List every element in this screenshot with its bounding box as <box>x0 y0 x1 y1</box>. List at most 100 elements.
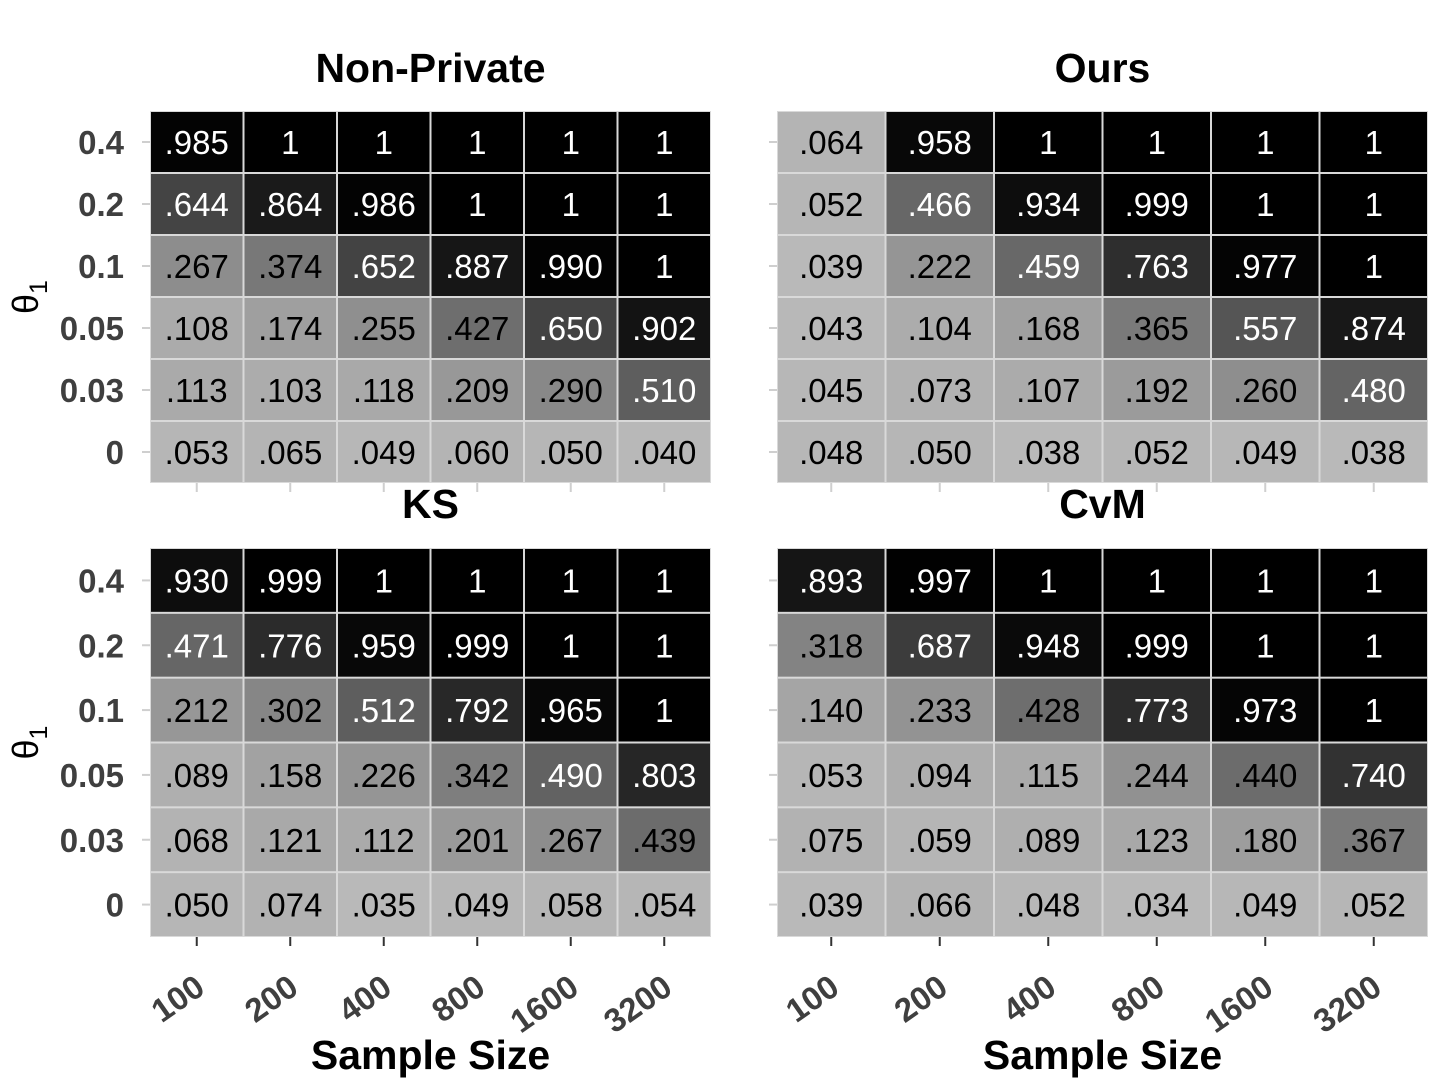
x-tick-label: 200 <box>238 967 304 1029</box>
heatmap-cell <box>1212 808 1319 872</box>
heatmap-cell <box>778 174 885 234</box>
cell-value-label: .075 <box>799 822 863 859</box>
cell-value-label: .887 <box>445 248 509 285</box>
cell-value-label: .103 <box>258 372 322 409</box>
cell-value-label: .066 <box>908 887 972 924</box>
heatmap-cell <box>151 360 243 420</box>
cell-value-label: .290 <box>539 372 603 409</box>
x-tick-label: 1600 <box>1198 967 1279 1039</box>
cell-value-label: 1 <box>1148 562 1166 599</box>
y-tick-label: 0.4 <box>78 562 125 599</box>
heatmap-cell <box>995 613 1102 677</box>
panel-background <box>777 111 1428 483</box>
heatmap-cell <box>995 174 1102 234</box>
cell-value-label: .068 <box>165 822 229 859</box>
heatmap-cell <box>338 236 430 296</box>
cell-value-label: .650 <box>539 310 603 347</box>
cell-value-label: 1 <box>1256 124 1274 161</box>
panel-1: .064 .958 1 1 1 1 .052 .466 .934 .999 1 1 .039 .222 .4… <box>769 45 1428 492</box>
heatmap-cell <box>618 236 710 296</box>
heatmap-cell <box>1103 298 1210 358</box>
heatmap-cell <box>1103 422 1210 482</box>
heatmap-cell <box>1320 743 1427 807</box>
cell-value-label: .255 <box>352 310 416 347</box>
cell-value-label: .045 <box>799 372 863 409</box>
heatmap-cell <box>1212 873 1319 936</box>
heatmap-cell <box>778 112 885 172</box>
heatmap-cell <box>1212 422 1319 482</box>
heatmap-cell <box>778 298 885 358</box>
cell-value-label: .302 <box>258 692 322 729</box>
cell-value-label: 1 <box>655 562 673 599</box>
heatmap-cell <box>1320 873 1427 936</box>
heatmap-cell <box>778 360 885 420</box>
cell-value-label: .048 <box>799 434 863 471</box>
cell-value-label: .965 <box>539 692 603 729</box>
cell-value-label: .999 <box>1125 627 1189 664</box>
heatmap-cell <box>151 236 243 296</box>
panel-title: KS <box>402 481 459 527</box>
cell-value-label: .977 <box>1233 248 1297 285</box>
heatmap-cell <box>618 360 710 420</box>
heatmap-cell <box>886 678 993 742</box>
heatmap-cell <box>431 549 523 612</box>
cell-value-label: .052 <box>1342 887 1406 924</box>
heatmap-cell <box>886 808 993 872</box>
cell-value-label: .107 <box>1016 372 1080 409</box>
cell-value-label: .948 <box>1016 627 1080 664</box>
cell-value-label: .065 <box>258 434 322 471</box>
cell-value-label: .365 <box>1125 310 1189 347</box>
cell-value-label: .428 <box>1016 692 1080 729</box>
cell-value-label: .466 <box>908 186 972 223</box>
cell-value-label: .058 <box>539 887 603 924</box>
cell-value-label: .052 <box>1125 434 1189 471</box>
x-tick-label: 1600 <box>503 967 584 1039</box>
cell-value-label: .459 <box>1016 248 1080 285</box>
cell-value-label: .740 <box>1342 757 1406 794</box>
heatmap-cell <box>338 808 430 872</box>
heatmap-cell <box>1103 808 1210 872</box>
panel-0: .985 1 1 1 1 1 .644 .864 .986 1 1 1 .267 .374 .652 .887… <box>5 45 711 492</box>
cell-value-label: 1 <box>655 124 673 161</box>
heatmap-cell <box>778 613 885 677</box>
cell-value-label: .342 <box>445 757 509 794</box>
cell-value-label: .212 <box>165 692 229 729</box>
heatmap-cell <box>886 613 993 677</box>
heatmap-cell <box>778 808 885 872</box>
heatmap-cell <box>244 613 336 677</box>
heatmap-cell <box>1320 360 1427 420</box>
heatmap-cell <box>778 743 885 807</box>
heatmap-cell <box>618 808 710 872</box>
cell-value-label: .108 <box>165 310 229 347</box>
heatmap-cell <box>618 549 710 612</box>
heatmap-cell <box>886 236 993 296</box>
cell-value-label: .267 <box>165 248 229 285</box>
heatmap-cell <box>244 422 336 482</box>
heatmap-cell <box>1320 236 1427 296</box>
cell-value-label: .118 <box>353 372 415 409</box>
heatmap-cell <box>1103 743 1210 807</box>
y-tick-label: 0.03 <box>60 822 124 859</box>
heatmap-cell <box>995 549 1102 612</box>
cell-value-label: .053 <box>799 757 863 794</box>
y-tick-label: 0.2 <box>78 627 124 664</box>
heatmap-cell <box>431 678 523 742</box>
heatmap-cell <box>1320 422 1427 482</box>
heatmap-cell <box>1103 112 1210 172</box>
panel-background <box>777 548 1428 937</box>
cell-value-label: .986 <box>352 186 416 223</box>
heatmap-cell <box>1320 613 1427 677</box>
x-tick-label: 3200 <box>1306 967 1387 1039</box>
x-tick-label: 800 <box>425 967 491 1029</box>
heatmap-cell <box>431 422 523 482</box>
cell-value-label: .990 <box>539 248 603 285</box>
heatmap-cell <box>995 236 1102 296</box>
heatmap-cell <box>778 678 885 742</box>
cell-value-label: 1 <box>468 562 486 599</box>
x-tick-label: 200 <box>887 967 953 1029</box>
cell-value-label: .121 <box>258 822 322 859</box>
cell-value-label: .999 <box>445 627 509 664</box>
cell-value-label: .123 <box>1125 822 1189 859</box>
x-tick-label: 800 <box>1104 967 1170 1029</box>
y-axis-label: θ1 <box>5 726 53 760</box>
